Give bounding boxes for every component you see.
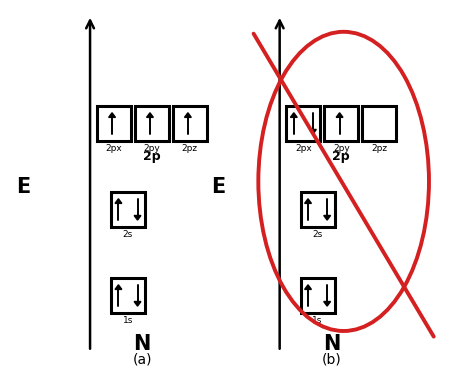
Polygon shape bbox=[134, 215, 141, 220]
Text: 2s: 2s bbox=[123, 230, 133, 239]
Bar bbox=[173, 105, 207, 141]
Bar bbox=[111, 191, 145, 227]
Bar bbox=[301, 278, 335, 313]
Polygon shape bbox=[115, 199, 122, 203]
Bar bbox=[97, 105, 131, 141]
Polygon shape bbox=[115, 285, 122, 289]
Bar bbox=[286, 105, 320, 141]
Text: 2py: 2py bbox=[143, 144, 160, 153]
Polygon shape bbox=[336, 113, 343, 117]
Polygon shape bbox=[291, 113, 297, 117]
Text: N: N bbox=[323, 334, 340, 354]
Text: E: E bbox=[17, 177, 31, 197]
Polygon shape bbox=[305, 199, 311, 203]
Bar bbox=[301, 191, 335, 227]
Text: (b): (b) bbox=[322, 353, 342, 367]
Text: 2p: 2p bbox=[332, 150, 350, 163]
Text: 2s: 2s bbox=[312, 230, 323, 239]
Bar bbox=[362, 105, 396, 141]
Polygon shape bbox=[310, 129, 316, 134]
Polygon shape bbox=[324, 215, 330, 220]
Bar bbox=[324, 105, 358, 141]
Bar bbox=[135, 105, 169, 141]
Polygon shape bbox=[324, 301, 330, 306]
Text: 2px: 2px bbox=[295, 144, 312, 153]
Text: 2p: 2p bbox=[143, 150, 161, 163]
Text: 2pz: 2pz bbox=[371, 144, 387, 153]
Polygon shape bbox=[109, 113, 116, 117]
Text: 2pz: 2pz bbox=[182, 144, 198, 153]
Text: (a): (a) bbox=[132, 353, 152, 367]
Polygon shape bbox=[305, 285, 311, 289]
Bar bbox=[111, 278, 145, 313]
Polygon shape bbox=[134, 301, 141, 306]
Polygon shape bbox=[184, 113, 191, 117]
Text: E: E bbox=[211, 177, 225, 197]
Text: N: N bbox=[134, 334, 151, 354]
Polygon shape bbox=[146, 113, 154, 117]
Text: 1s: 1s bbox=[123, 316, 133, 325]
Text: 1s: 1s bbox=[312, 316, 323, 325]
Text: 2px: 2px bbox=[105, 144, 122, 153]
Text: 2py: 2py bbox=[333, 144, 350, 153]
